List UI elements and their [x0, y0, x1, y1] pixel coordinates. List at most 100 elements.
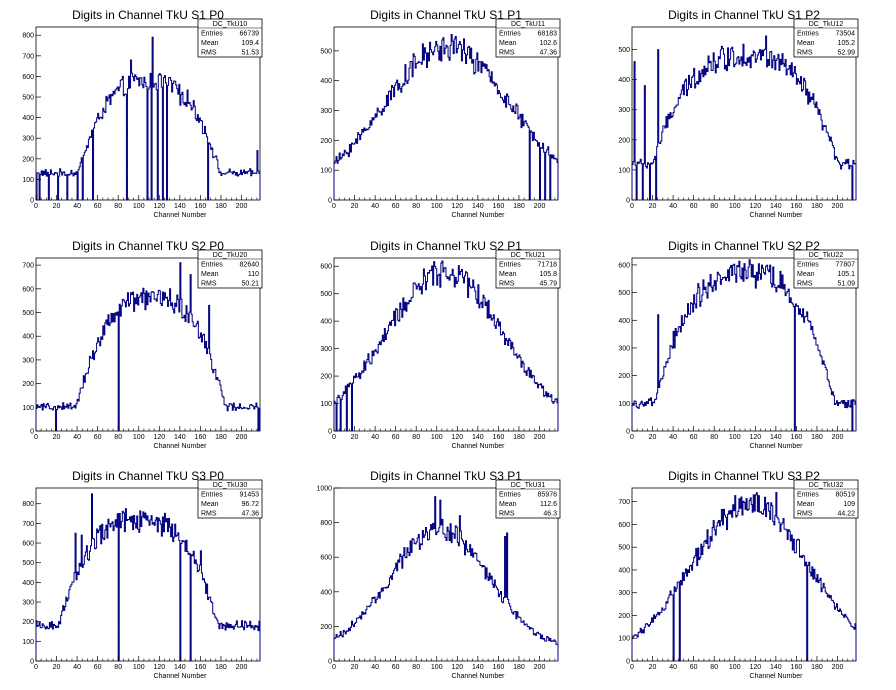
stats-rms-label: RMS: [499, 281, 515, 288]
x-tick-label: 120: [749, 664, 761, 671]
stats-box: [495, 249, 561, 289]
y-tick-label: 700: [22, 521, 34, 528]
y-tick-label: 800: [320, 520, 332, 527]
y-tick-label: 600: [618, 522, 630, 529]
y-tick-label: 200: [22, 156, 34, 163]
x-tick-label: 0: [332, 434, 336, 441]
stats-entries-value: 82640: [240, 262, 260, 269]
x-tick-label: 120: [451, 203, 463, 210]
x-tick-label: 20: [351, 203, 359, 210]
x-tick-label: 40: [371, 434, 379, 441]
y-tick-label: 200: [618, 137, 630, 144]
x-tick-label: 160: [195, 434, 207, 441]
x-tick-label: 200: [832, 203, 844, 210]
histogram-panel-1-2: Digits in Channel TkU S1 P1 0 20 40 60 80 100 1…: [320, 8, 561, 219]
x-tick-label: 140: [174, 203, 186, 210]
x-tick-label: 120: [451, 664, 463, 671]
stats-entries-value: 66739: [240, 31, 260, 38]
stats-mean-label: Mean: [201, 40, 219, 47]
y-tick-label: 200: [320, 624, 332, 631]
y-tick-label: 600: [22, 74, 34, 81]
stats-entries-label: Entries: [201, 31, 223, 38]
stats-mean-value: 96.72: [241, 501, 259, 508]
x-tick-label: 60: [392, 664, 400, 671]
x-tick-label: 120: [749, 203, 761, 210]
x-tick-label: 40: [73, 203, 81, 210]
y-tick-label: 100: [618, 167, 630, 174]
histogram-line: [333, 496, 559, 661]
y-tick-label: 100: [22, 177, 34, 184]
y-tick-label: 100: [22, 405, 34, 412]
y-tick-label: 200: [618, 373, 630, 380]
y-tick-label: 0: [626, 429, 630, 436]
plot-title: Digits in Channel TkU S1 P2: [668, 8, 820, 22]
x-tick-label: 20: [53, 664, 61, 671]
x-tick-label: 180: [811, 434, 823, 441]
histogram-line: [631, 492, 857, 662]
y-tick-label: 800: [22, 33, 34, 40]
y-tick-label: 600: [320, 264, 332, 271]
y-tick-label: 400: [320, 319, 332, 326]
x-axis-label: Channel Number: [750, 673, 804, 680]
histogram-panel-2-1: Digits in Channel TkU S2 P0 0 20 40 60 80 100 1…: [22, 239, 263, 450]
stats-entries-value: 68183: [538, 31, 558, 38]
x-tick-label: 140: [174, 434, 186, 441]
x-tick-label: 0: [34, 203, 38, 210]
x-tick-label: 180: [811, 203, 823, 210]
histogram-panel-3-3: Digits in Channel TkU S3 P2 0 20 40 60 80 100 1…: [618, 469, 859, 680]
histogram-line: [35, 262, 261, 432]
histogram-line: [36, 36, 261, 201]
x-tick-label: 20: [53, 434, 61, 441]
x-tick-label: 80: [412, 434, 420, 441]
histogram-line: [631, 259, 857, 432]
x-tick-label: 100: [133, 434, 145, 441]
histogram-panel-2-2: Digits in Channel TkU S2 P1 0 20 40 60 80 100 1…: [320, 239, 561, 450]
stats-name: DC_TkU32: [809, 482, 844, 489]
stats-mean-label: Mean: [797, 501, 815, 508]
y-tick-label: 200: [22, 619, 34, 626]
x-tick-label: 20: [351, 664, 359, 671]
y-tick-label: 500: [320, 291, 332, 298]
y-tick-label: 500: [618, 545, 630, 552]
x-tick-label: 200: [236, 203, 248, 210]
x-tick-label: 140: [472, 203, 484, 210]
stats-mean-label: Mean: [499, 40, 517, 47]
y-tick-label: 400: [618, 318, 630, 325]
stats-entries-label: Entries: [797, 31, 819, 38]
stats-rms-value: 51.09: [837, 281, 855, 288]
x-tick-label: 20: [649, 664, 657, 671]
stats-box: [197, 479, 263, 519]
x-tick-label: 120: [451, 434, 463, 441]
x-tick-label: 40: [669, 203, 677, 210]
x-tick-label: 80: [114, 434, 122, 441]
stats-entries-label: Entries: [201, 492, 223, 499]
x-tick-label: 0: [630, 664, 634, 671]
x-tick-label: 80: [710, 203, 718, 210]
x-axis-label: Channel Number: [452, 673, 506, 680]
x-tick-label: 20: [649, 434, 657, 441]
x-tick-label: 60: [690, 664, 698, 671]
stats-entries-value: 91453: [240, 492, 260, 499]
stats-mean-label: Mean: [499, 271, 517, 278]
x-axis-label: Channel Number: [154, 673, 208, 680]
stats-entries-value: 77807: [836, 262, 856, 269]
stats-rms-label: RMS: [797, 511, 813, 518]
x-tick-label: 60: [94, 434, 102, 441]
y-tick-label: 400: [320, 589, 332, 596]
x-tick-label: 180: [215, 664, 227, 671]
stats-box: [495, 479, 561, 519]
stats-box: [793, 18, 859, 58]
x-tick-label: 80: [114, 203, 122, 210]
x-axis-label: Channel Number: [452, 443, 506, 450]
plot-title: Digits in Channel TkU S1 P1: [370, 8, 522, 22]
y-tick-label: 600: [22, 286, 34, 293]
x-tick-label: 180: [513, 203, 525, 210]
plot-title: Digits in Channel TkU S2 P1: [370, 239, 522, 253]
x-tick-label: 40: [73, 434, 81, 441]
y-tick-label: 0: [328, 429, 332, 436]
x-tick-label: 0: [332, 664, 336, 671]
stats-rms-label: RMS: [499, 50, 515, 57]
y-tick-label: 500: [618, 47, 630, 54]
plot-title: Digits in Channel TkU S3 P0: [72, 469, 224, 483]
x-tick-label: 160: [791, 664, 803, 671]
